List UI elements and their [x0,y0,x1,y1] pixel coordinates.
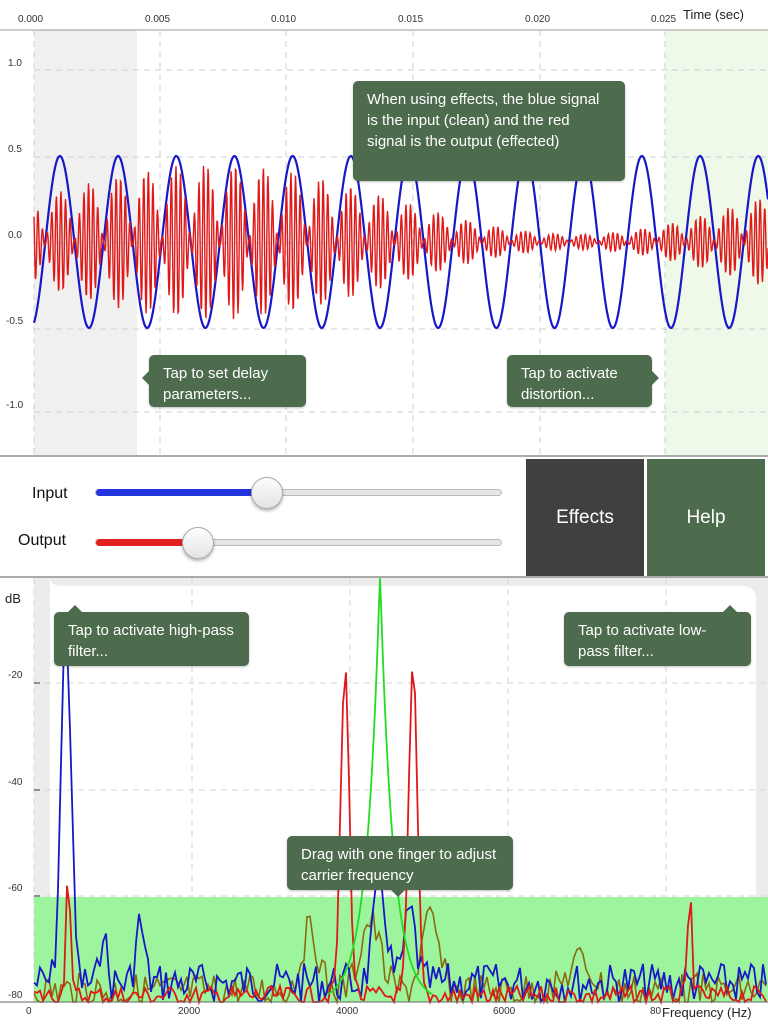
time-domain-plot[interactable]: 0.000 0.005 0.010 0.015 0.020 0.025 Time… [0,0,768,455]
highpass-tooltip[interactable]: Tap to activate high-pass filter... [54,605,249,666]
effects-button[interactable]: Effects [526,459,644,576]
db-tick-40: -40 [8,777,23,788]
help-button[interactable]: Help [647,459,765,576]
db-tick-80: -80 [8,990,23,1001]
time-tick-2: 0.010 [271,14,297,25]
time-tick-3: 0.015 [398,14,424,25]
freq-tick-2000: 2000 [178,1006,201,1017]
carrier-tooltip[interactable]: Drag with one finger to adjust carrier f… [287,836,513,897]
time-tick-0: 0.000 [18,14,44,25]
amp-tick-neg05: -0.5 [6,316,24,327]
output-signal-trace [33,165,768,319]
input-slider-label: Input [32,485,68,502]
input-slider-thumb[interactable] [250,477,283,509]
freq-tick-8000: 80 [650,1006,662,1017]
time-domain-svg[interactable] [0,0,768,455]
level-controls: Input Output Effects Help [0,455,768,578]
freq-tick-4000: 4000 [336,1006,359,1017]
output-slider-fill [96,539,198,546]
output-slider-thumb[interactable] [181,527,214,559]
db-tick-20: -20 [8,670,23,681]
time-tick-4: 0.020 [525,14,551,25]
input-signal-trace [32,154,768,330]
frequency-axis-title: Frequency (Hz) [662,1005,752,1020]
output-level-slider[interactable] [95,527,502,559]
amp-tick-neg1: -1.0 [6,400,24,411]
amp-tick-0: 0.0 [8,230,22,241]
frequency-domain-plot[interactable]: dB -20 -40 -60 -80 0 2000 4000 6000 80 F… [0,578,768,1024]
input-slider-fill [96,489,267,496]
frequency-tick-marks [34,682,40,897]
input-level-slider[interactable] [95,477,502,509]
db-tick-60: -60 [8,883,23,894]
output-slider-label: Output [18,532,67,549]
freq-tick-6000: 6000 [493,1006,516,1017]
time-tick-5: 0.025 [651,14,677,25]
amp-tick-05: 0.5 [8,144,22,155]
freq-tick-0: 0 [26,1006,32,1017]
db-axis-title: dB [5,591,21,606]
input-spectrum-trace [33,640,767,1004]
distortion-tooltip[interactable]: Tap to activate distortion... [507,355,659,407]
amp-tick-1: 1.0 [8,58,22,69]
carrier-trace[interactable] [327,578,433,995]
time-tick-1: 0.005 [145,14,171,25]
time-axis-title: Time (sec) [683,7,744,22]
lowpass-tooltip[interactable]: Tap to activate low-pass filter... [564,605,751,666]
effects-info-tooltip: When using effects, the blue signal is t… [353,81,625,181]
output-spectrum-trace [33,671,767,1006]
delay-tooltip[interactable]: Tap to set delay parameters... [142,355,306,407]
